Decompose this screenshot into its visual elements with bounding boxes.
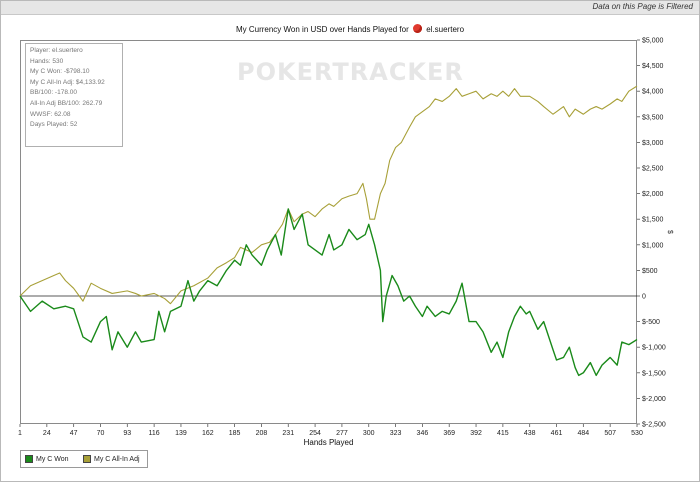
filter-notice: Data on this Page is Filtered (592, 2, 694, 11)
stat-hands: Hands: 530 (30, 57, 64, 65)
legend-swatch-won (25, 455, 33, 463)
x-tick-label: 461 (551, 430, 563, 437)
pokertracker-watermark: POKERTRACKER (237, 58, 464, 86)
x-tick-label: 254 (309, 430, 321, 437)
legend-item-won[interactable]: My C Won (25, 455, 69, 463)
stat-wwsf: WWSF: 62.08 (30, 110, 71, 118)
x-tick-label: 1 (18, 430, 22, 437)
y-tick-label: $1,000 (642, 242, 664, 249)
stat-allin-bb100: All-In Adj BB/100: 262.79 (30, 99, 103, 107)
x-tick-label: 346 (417, 430, 429, 437)
x-tick-label: 300 (363, 430, 375, 437)
y-tick-label: $-1,000 (642, 345, 666, 352)
x-tick-label: 415 (497, 430, 509, 437)
y-tick-label: $-1,500 (642, 370, 666, 377)
legend-swatch-allin (83, 455, 91, 463)
x-axis-title: Hands Played (303, 438, 354, 447)
y-tick-label: $500 (642, 268, 658, 275)
y-tick-label: $-500 (642, 319, 660, 326)
x-tick-label: 162 (202, 430, 214, 437)
x-tick-label: 139 (175, 430, 187, 437)
x-tick-label: 530 (631, 430, 643, 437)
stat-allin-adj: My C All-In Adj: $4,133.92 (30, 78, 105, 86)
y-tick-label: $3,000 (642, 140, 664, 147)
x-tick-label: 484 (578, 430, 590, 437)
x-tick-label: 323 (390, 430, 402, 437)
x-tick-label: 369 (443, 430, 455, 437)
stats-box: Player: el.suertero Hands: 530 My C Won:… (25, 43, 123, 147)
chart-title-text: My Currency Won in USD over Hands Played… (235, 25, 409, 34)
y-axis-title: $ (666, 230, 673, 234)
y-tick-label: $2,000 (642, 191, 664, 198)
x-tick-label: 93 (123, 430, 131, 437)
x-tick-label: 392 (470, 430, 482, 437)
series-line-my-c-won (19, 208, 638, 377)
x-tick-label: 277 (336, 430, 348, 437)
chart-title: My Currency Won in USD over Hands Played… (0, 24, 700, 34)
x-tick-label: 208 (256, 430, 268, 437)
x-tick-label: 24 (43, 430, 51, 437)
poker-player-icon (413, 24, 422, 33)
y-tick-label: $-2,000 (642, 396, 666, 403)
x-tick-label: 438 (524, 430, 536, 437)
y-tick-label: $-2,500 (642, 422, 666, 429)
x-tick-label: 185 (229, 430, 241, 437)
stat-won: My C Won: -$798.10 (30, 68, 90, 76)
y-tick-label: $4,500 (642, 63, 664, 70)
y-tick-label: $4,000 (642, 89, 664, 96)
filter-bar: Data on this Page is Filtered (1, 1, 699, 15)
y-tick-label: $2,500 (642, 166, 664, 173)
x-tick-label: 116 (149, 430, 160, 437)
y-tick-label: $1,500 (642, 217, 664, 224)
x-tick-label: 47 (70, 430, 78, 437)
stat-days: Days Played: 52 (30, 121, 78, 129)
chart-title-player: el.suertero (426, 25, 465, 34)
y-tick-label: $3,500 (642, 114, 664, 121)
stat-player: Player: el.suertero (30, 47, 83, 54)
x-tick-label: 70 (97, 430, 105, 437)
x-tick-label: 231 (282, 430, 294, 437)
y-tick-label: 0 (642, 294, 646, 301)
legend: My C Won My C All-In Adj (20, 450, 148, 468)
series-line-my-c-all-in-adj (19, 85, 638, 305)
y-tick-label: $5,000 (642, 38, 664, 45)
legend-item-allin[interactable]: My C All-In Adj (83, 455, 140, 463)
legend-label-won: My C Won (36, 455, 69, 463)
stat-bb100: BB/100: -178.00 (30, 89, 77, 97)
x-tick-label: 507 (604, 430, 616, 437)
legend-label-allin: My C All-In Adj (94, 455, 140, 463)
